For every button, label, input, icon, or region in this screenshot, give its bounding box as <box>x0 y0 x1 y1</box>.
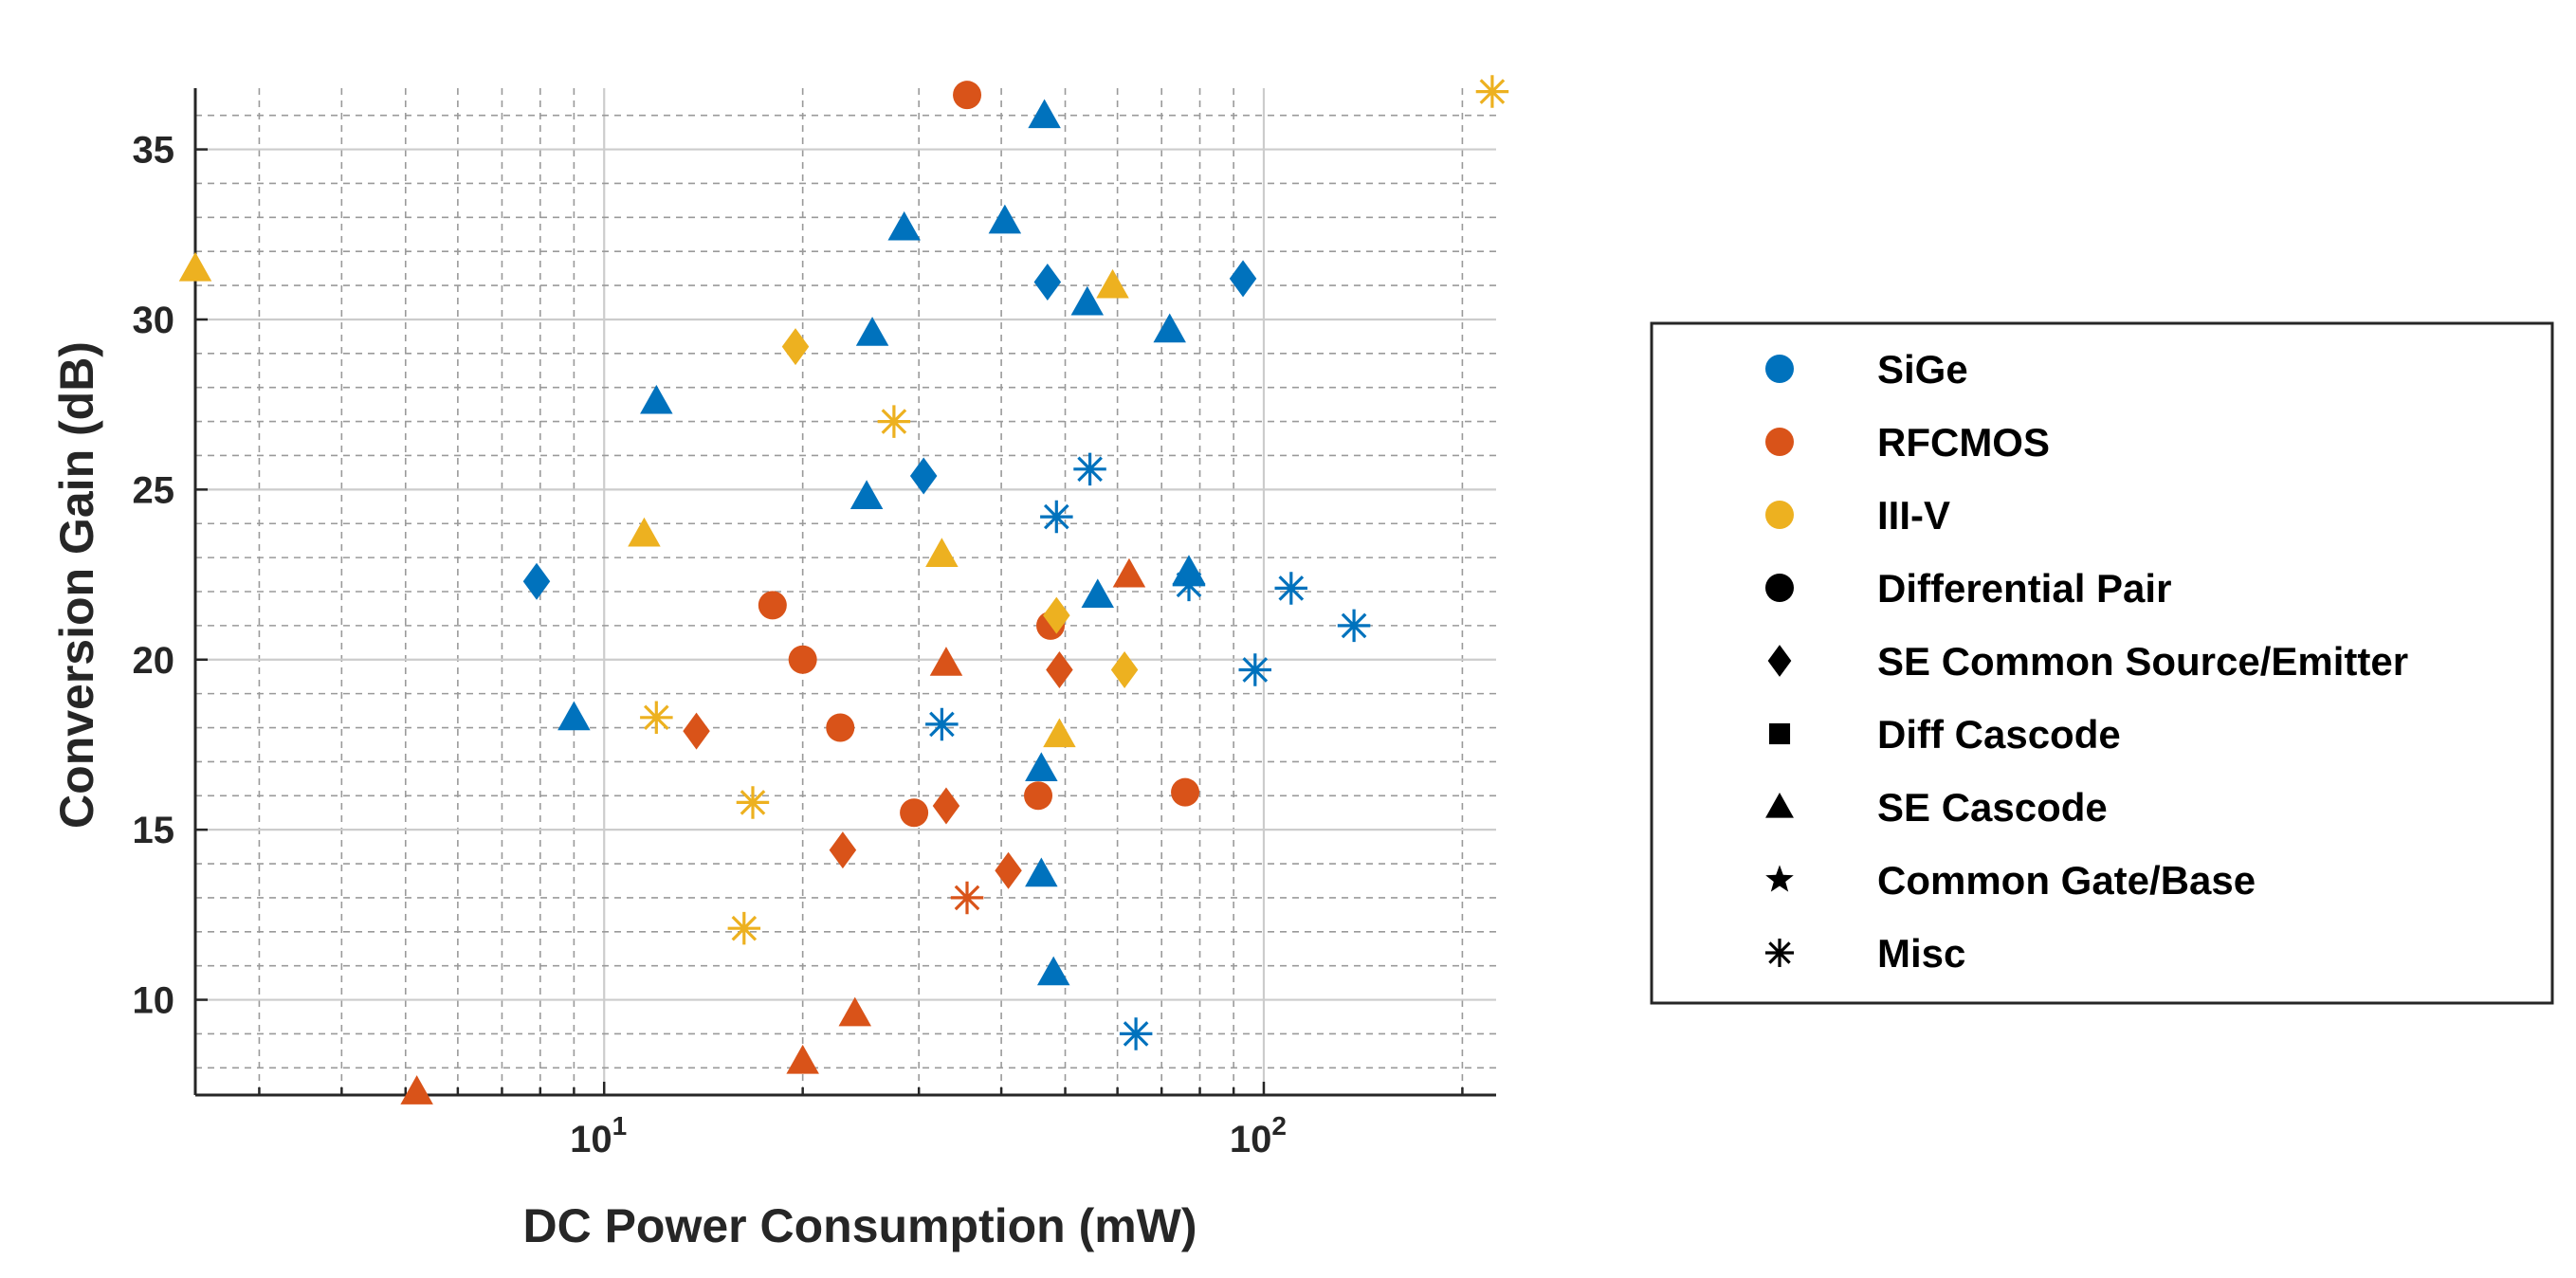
grid-layer <box>195 88 1496 1095</box>
x-tick-base: 10 <box>570 1119 612 1160</box>
point-sige-triangle <box>1036 956 1070 986</box>
point-iiiv-triangle <box>925 538 959 567</box>
axes-layer <box>193 88 1496 1097</box>
x-tick-exponent: 2 <box>1271 1111 1287 1141</box>
x-tick-base: 10 <box>1230 1119 1272 1160</box>
legend-label: Differential Pair <box>1877 566 2171 611</box>
point-sige-triangle <box>1081 578 1115 609</box>
y-tick-label: 10 <box>133 980 175 1022</box>
point-sige-triangle <box>1153 313 1186 343</box>
legend: SiGe RFCMOS III-V Differential Pair SE Commo… <box>1650 321 2554 1005</box>
point-sige-triangle <box>887 210 921 241</box>
y-axis-title: Conversion Gain (dB) <box>50 341 103 829</box>
point-sige-asterisk <box>925 707 959 741</box>
legend-label: Misc <box>1877 931 1965 976</box>
y-tick-label: 20 <box>133 640 175 682</box>
point-sige-diamond <box>1033 264 1062 301</box>
point-sige-triangle <box>640 384 673 414</box>
point-sige-asterisk <box>1172 568 1206 602</box>
y-tick-label: 30 <box>133 300 175 341</box>
point-iiiv-asterisk <box>877 405 911 438</box>
legend-marker <box>1768 722 1791 745</box>
point-rfcmos-triangle <box>400 1075 433 1105</box>
point-rfcmos-diamond <box>683 712 710 750</box>
point-sige-diamond <box>522 562 551 600</box>
legend-marker <box>1765 793 1794 818</box>
legend-items: SiGe RFCMOS III-V Differential Pair SE Commo… <box>1765 347 2408 976</box>
point-rfcmos-asterisk <box>950 881 984 915</box>
point-rfcmos-diamond <box>1046 651 1073 689</box>
point-iiiv-diamond <box>1043 596 1070 634</box>
point-rfcmos-triangle <box>838 996 872 1027</box>
point-rfcmos-diamond <box>995 851 1022 889</box>
point-sige-triangle <box>855 317 889 346</box>
legend-marker <box>1765 865 1794 892</box>
legend-label: III-V <box>1877 493 1950 538</box>
point-sige-asterisk <box>1337 609 1371 643</box>
point-rfcmos-circle <box>900 798 929 828</box>
point-iiiv-diamond <box>1110 651 1139 689</box>
y-tick-label: 35 <box>133 130 175 172</box>
y-tick-label: 15 <box>133 810 175 851</box>
point-sige-asterisk <box>1238 653 1271 686</box>
point-sige-asterisk <box>1073 452 1106 486</box>
point-sige-diamond <box>1229 260 1257 298</box>
x-tick-label: 101 <box>570 1111 627 1160</box>
legend-marker <box>1765 939 1794 967</box>
point-sige-diamond <box>909 457 938 495</box>
point-rfcmos-diamond <box>829 831 857 869</box>
point-rfcmos-diamond <box>932 787 960 825</box>
point-rfcmos-triangle <box>1112 557 1146 588</box>
legend-label: SE Cascode <box>1877 785 2108 830</box>
legend-marker <box>1765 574 1794 602</box>
point-iiiv-triangle <box>628 517 661 547</box>
point-rfcmos-circle <box>826 713 855 742</box>
point-sige-triangle <box>1025 752 1058 782</box>
point-rfcmos-triangle <box>929 647 963 676</box>
point-iiiv-triangle <box>1096 268 1129 299</box>
legend-marker <box>1765 501 1794 529</box>
legend-label: SiGe <box>1877 347 1968 392</box>
point-iiiv-asterisk <box>736 786 770 819</box>
point-rfcmos-circle <box>1024 781 1053 811</box>
y-tick-label: 25 <box>133 469 175 511</box>
legend-box <box>1650 321 2554 1005</box>
point-iiiv-triangle <box>178 251 212 282</box>
point-sige-triangle <box>1028 99 1061 129</box>
point-sige-triangle <box>850 480 884 509</box>
legend-marker <box>1767 645 1792 677</box>
point-sige-triangle <box>557 701 591 731</box>
legend-label: Diff Cascode <box>1877 712 2121 757</box>
point-iiiv-asterisk <box>1475 75 1509 108</box>
point-rfcmos-circle <box>1171 777 1200 807</box>
point-iiiv-triangle <box>1043 718 1076 748</box>
point-sige-triangle <box>988 204 1022 234</box>
legend-label: Common Gate/Base <box>1877 858 2256 903</box>
point-rfcmos-circle <box>788 645 817 674</box>
point-rfcmos-circle <box>953 81 982 110</box>
legend-label: SE Common Source/Emitter <box>1877 639 2408 684</box>
x-tick-label: 102 <box>1230 1111 1287 1160</box>
x-tick-exponent: 1 <box>612 1111 628 1141</box>
legend-marker <box>1765 355 1794 383</box>
legend-label: RFCMOS <box>1877 420 2050 465</box>
point-iiiv-diamond <box>781 328 810 366</box>
point-sige-triangle <box>1025 857 1058 887</box>
point-rfcmos-triangle <box>786 1044 819 1074</box>
point-rfcmos-circle <box>758 591 787 620</box>
x-axis-title: DC Power Consumption (mW) <box>522 1199 1197 1252</box>
point-sige-triangle <box>1070 285 1105 316</box>
point-sige-asterisk <box>1119 1017 1153 1050</box>
legend-marker <box>1765 428 1794 456</box>
data-points <box>178 75 1509 1105</box>
point-iiiv-asterisk <box>727 911 761 945</box>
point-sige-asterisk <box>1040 500 1073 534</box>
point-iiiv-asterisk <box>640 701 673 734</box>
point-sige-asterisk <box>1274 572 1307 605</box>
